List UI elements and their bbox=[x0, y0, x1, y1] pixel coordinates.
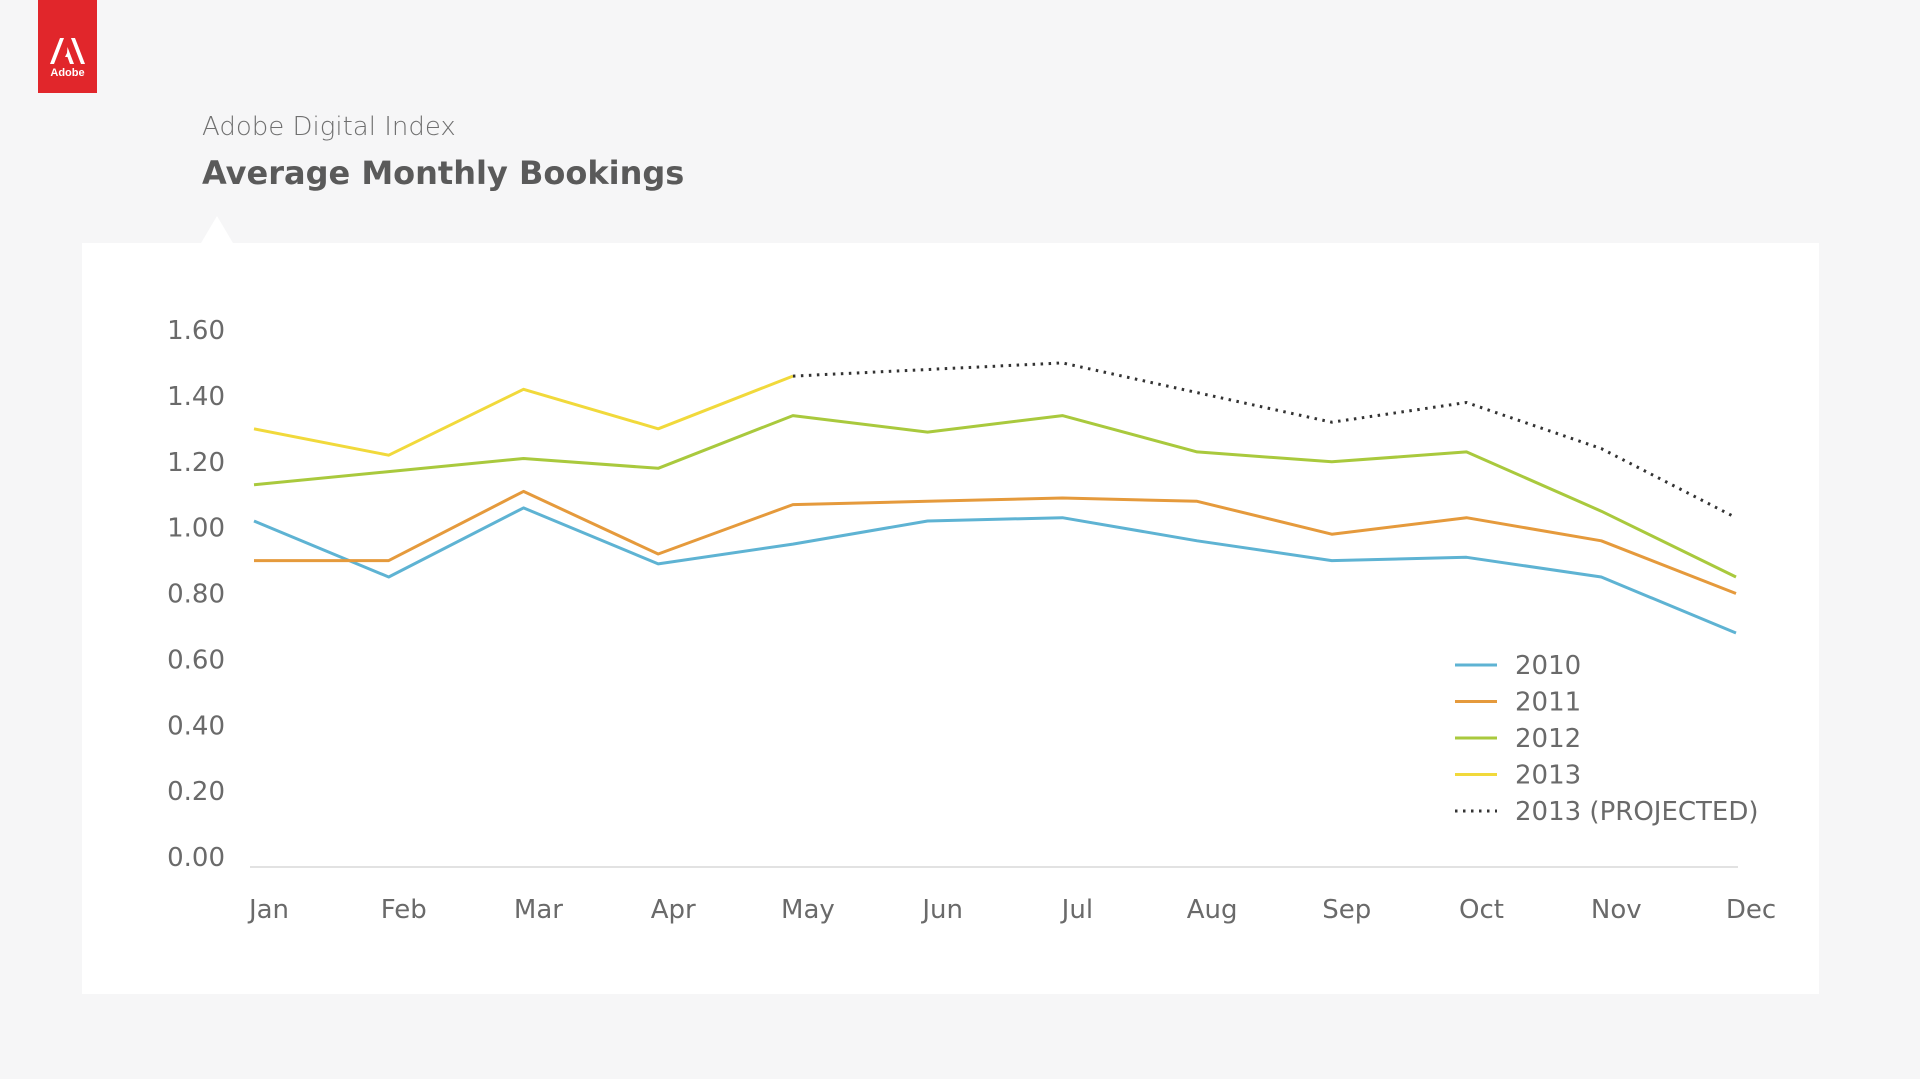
y-tick-label: 1.00 bbox=[167, 514, 225, 544]
x-tick-label: Jul bbox=[1060, 895, 1093, 925]
series-line-2011 bbox=[254, 489, 1737, 595]
y-tick-label: 1.20 bbox=[167, 448, 225, 478]
y-tick-label: 0.00 bbox=[167, 843, 225, 873]
y-tick-label: 0.20 bbox=[167, 777, 225, 807]
page-subtitle: Adobe Digital Index bbox=[202, 112, 456, 142]
x-tick-label: Nov bbox=[1591, 895, 1642, 925]
x-tick-label: Sep bbox=[1322, 895, 1371, 925]
brand-name: Adobe bbox=[50, 67, 85, 79]
legend-label: 2012 bbox=[1515, 724, 1581, 754]
x-tick-label: Apr bbox=[651, 895, 696, 925]
x-tick-label: May bbox=[781, 895, 835, 925]
adobe-logo-icon bbox=[50, 38, 85, 64]
y-tick-label: 0.40 bbox=[167, 711, 225, 741]
legend-label: 2013 (PROJECTED) bbox=[1515, 797, 1759, 827]
x-tick-label: Oct bbox=[1459, 895, 1504, 925]
series-line-2010 bbox=[253, 506, 1737, 635]
legend-label: 2013 bbox=[1515, 761, 1581, 791]
x-tick-label: Aug bbox=[1187, 895, 1238, 925]
legend-label: 2011 bbox=[1515, 688, 1581, 718]
legend-label: 2010 bbox=[1515, 651, 1581, 681]
adobe-logo: Adobe bbox=[38, 0, 97, 93]
page-title: Average Monthly Bookings bbox=[202, 154, 685, 192]
x-tick-label: Mar bbox=[514, 895, 563, 925]
x-tick-label: Jan bbox=[247, 895, 289, 925]
y-tick-label: 0.60 bbox=[167, 645, 225, 675]
panel-pointer bbox=[201, 216, 233, 243]
x-tick-label: Dec bbox=[1726, 895, 1776, 925]
series-line-2012 bbox=[253, 414, 1737, 579]
y-tick-label: 1.40 bbox=[167, 382, 225, 412]
x-tick-label: Feb bbox=[381, 895, 427, 925]
series-line-2013-projected bbox=[792, 361, 1737, 520]
x-tick-label: Jun bbox=[920, 895, 963, 925]
chart-panel bbox=[82, 243, 1819, 994]
series-line-2013 bbox=[253, 374, 794, 457]
y-tick-label: 1.60 bbox=[167, 316, 225, 346]
y-tick-label: 0.80 bbox=[167, 580, 225, 610]
